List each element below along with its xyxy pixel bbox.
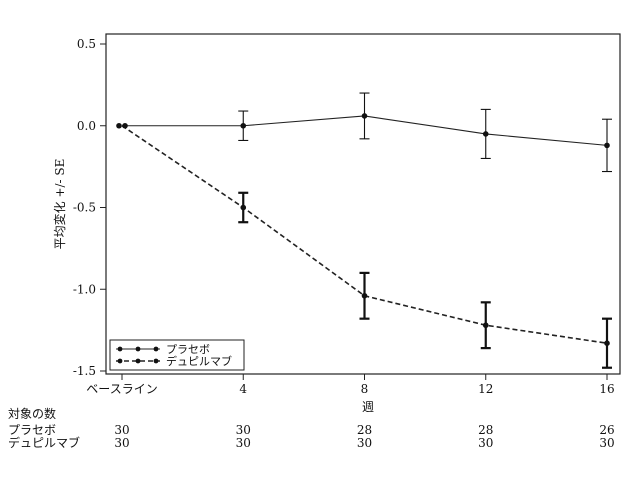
table-cell: 30 bbox=[114, 423, 129, 437]
table-row-label: プラセボ bbox=[8, 423, 56, 437]
legend-marker bbox=[117, 346, 123, 352]
legend-marker bbox=[153, 358, 159, 364]
table-row-label: デュピルマブ bbox=[8, 435, 80, 450]
legend-marker bbox=[135, 346, 141, 352]
y-axis-title: 平均変化 +/- SE bbox=[52, 159, 67, 250]
data-point bbox=[116, 122, 122, 129]
data-point bbox=[604, 340, 610, 347]
table-header: 対象の数 bbox=[8, 406, 56, 421]
y-tick-label: 0.5 bbox=[77, 37, 96, 51]
x-axis: ベースライン 4 8 12 16 bbox=[86, 374, 615, 396]
data-point bbox=[240, 204, 247, 211]
y-tick-label: -0.5 bbox=[73, 201, 96, 215]
plot-frame bbox=[105, 33, 621, 375]
x-tick-label: 16 bbox=[599, 382, 614, 396]
x-tick-label: 12 bbox=[478, 382, 493, 396]
y-tick-label: 0.0 bbox=[77, 119, 96, 133]
x-tick-label: 4 bbox=[239, 382, 247, 396]
y-axis: 0.5 0.0 -0.5 -1.0 -1.5 bbox=[73, 37, 106, 378]
table-cell: 30 bbox=[599, 436, 614, 450]
table-cell: 28 bbox=[478, 423, 493, 437]
x-axis-title: 週 bbox=[362, 400, 374, 414]
table-cell: 30 bbox=[478, 436, 493, 450]
data-point bbox=[482, 131, 489, 137]
legend-label-1: プラセボ bbox=[166, 343, 210, 356]
data-point bbox=[482, 322, 489, 329]
data-point bbox=[361, 113, 368, 119]
legend-box bbox=[109, 339, 245, 371]
table-cell: 30 bbox=[114, 436, 129, 450]
table-cell: 30 bbox=[236, 423, 251, 437]
x-tick-label: ベースライン bbox=[86, 382, 157, 396]
table-cell: 30 bbox=[357, 436, 372, 450]
table-cell: 26 bbox=[599, 423, 614, 437]
data-point bbox=[361, 292, 368, 299]
legend-label-2: デュピルマブ bbox=[166, 354, 232, 368]
data-point bbox=[604, 142, 610, 149]
series-layer bbox=[116, 92, 612, 369]
legend-marker bbox=[135, 358, 141, 364]
y-tick-label: -1.0 bbox=[73, 282, 96, 296]
data-point bbox=[122, 122, 128, 129]
legend-marker bbox=[117, 358, 123, 364]
table-cell: 30 bbox=[236, 436, 251, 450]
y-tick-label: -1.5 bbox=[73, 364, 96, 378]
data-point bbox=[240, 122, 247, 129]
table-cell: 28 bbox=[357, 423, 372, 437]
x-tick-label: 8 bbox=[361, 382, 369, 396]
legend-marker bbox=[153, 346, 159, 352]
